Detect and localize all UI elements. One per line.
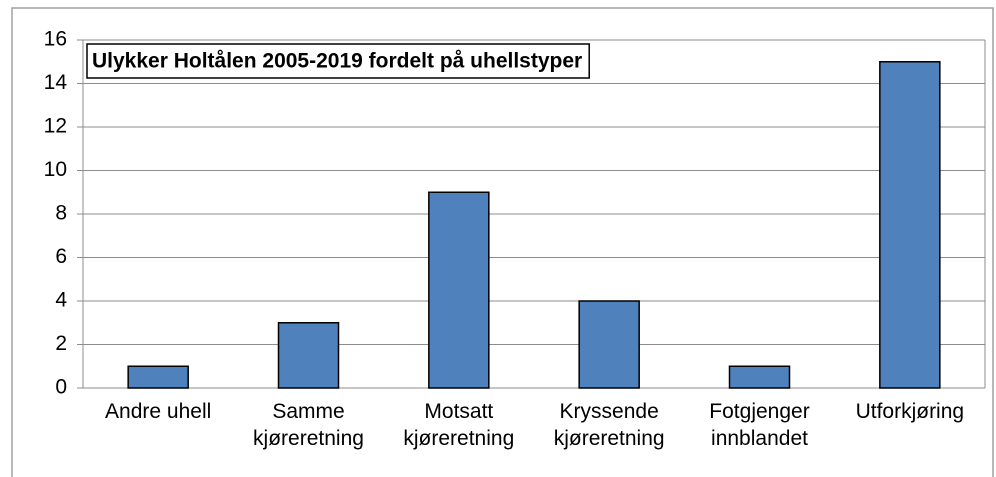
- y-tick-label: 8: [55, 202, 67, 225]
- bar: [578, 300, 640, 389]
- bar: [728, 365, 791, 389]
- title-box: [86, 43, 590, 79]
- y-tick-label: 16: [44, 28, 67, 51]
- x-tick-label: Samme kjøreretning: [253, 400, 364, 450]
- y-tick-label: 2: [55, 332, 67, 355]
- x-tick-label: Andre uhell: [105, 400, 212, 423]
- y-tick-label: 0: [55, 376, 67, 399]
- y-tick-label: 6: [55, 245, 67, 268]
- x-tick-label: Fotgjenger innblandet: [709, 400, 810, 450]
- bar: [879, 61, 941, 389]
- chart-title: Ulykker Holtålen 2005-2019 fordelt på uh…: [92, 50, 582, 73]
- y-tick-label: 4: [55, 289, 67, 312]
- x-tick-label: Motsatt kjøreretning: [403, 400, 515, 450]
- bar: [428, 191, 490, 389]
- y-tick-label: 10: [44, 158, 67, 181]
- y-tick-label: 12: [44, 115, 67, 138]
- bar: [127, 365, 189, 389]
- bar: [277, 322, 340, 389]
- x-tick-label: Kryssende kjøreretning: [553, 400, 665, 450]
- x-tick-label: Utforkjøring: [855, 400, 965, 423]
- chart-frame: [11, 7, 994, 477]
- y-tick-label: 14: [44, 71, 68, 94]
